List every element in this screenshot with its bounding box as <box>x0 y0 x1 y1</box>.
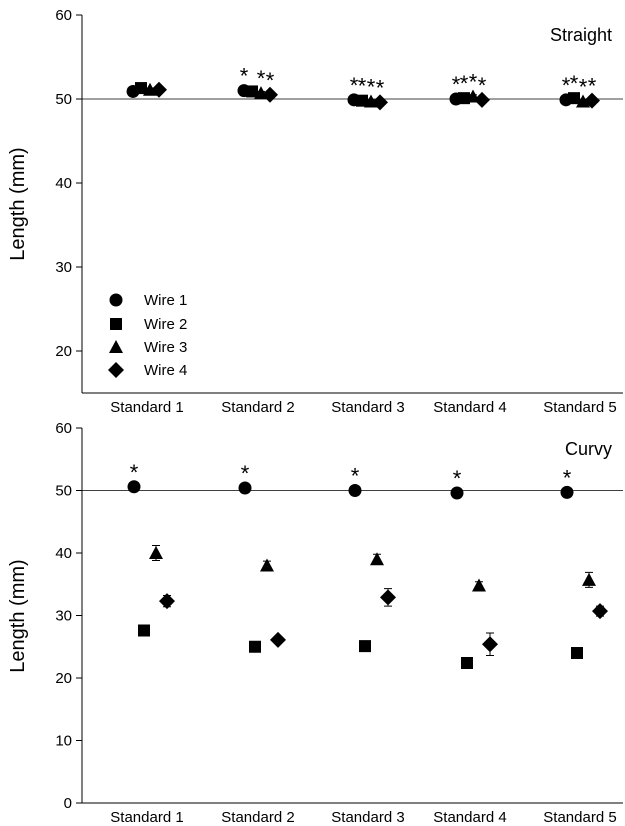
legend-triangle-marker <box>109 340 123 353</box>
x-tick-label: Standard 2 <box>221 809 294 826</box>
significance-star: * <box>453 466 462 491</box>
point-square <box>461 657 473 669</box>
point-triangle <box>576 94 590 108</box>
legend-item-wire-1: Wire 1 <box>109 292 187 309</box>
legend-square-marker <box>110 318 122 330</box>
legend-label: Wire 2 <box>144 316 187 333</box>
significance-star: * <box>469 69 478 94</box>
legend-circle-marker <box>109 293 123 307</box>
y-tick-label: 50 <box>55 483 72 500</box>
significance-star: * <box>570 71 579 96</box>
point-square <box>138 624 150 637</box>
point-diamond <box>584 92 600 109</box>
point-diamond <box>482 636 498 653</box>
point-square <box>246 85 258 98</box>
point-diamond <box>372 94 388 111</box>
point-circle <box>450 486 464 500</box>
x-tick-label: Standard 3 <box>331 809 404 826</box>
y-tick-label: 0 <box>64 795 72 812</box>
significance-star: * <box>563 465 572 490</box>
legend-item-wire-3: Wire 3 <box>109 339 187 356</box>
panel-straight: Straight Length (mm) Wire 1 Wire 2 Wire … <box>7 15 623 394</box>
y-axis-title: Length (mm) <box>7 559 29 672</box>
y-tick-label: 30 <box>55 608 72 625</box>
y-tick-label: 50 <box>55 91 72 108</box>
point-square <box>135 82 147 95</box>
y-tick-label: 40 <box>55 545 72 562</box>
y-tick-label: 20 <box>55 670 72 687</box>
point-circle <box>127 480 141 494</box>
x-tick-label: Standard 1 <box>110 809 183 826</box>
y-tick-label: 60 <box>55 7 72 24</box>
point-circle <box>560 485 574 499</box>
significance-star: * <box>376 75 385 100</box>
point-triangle <box>472 578 486 592</box>
significance-star: * <box>350 73 359 98</box>
significance-star: * <box>588 74 597 99</box>
x-tick-label: Standard 4 <box>433 399 506 416</box>
point-square <box>249 640 261 653</box>
panel-label: Straight <box>550 25 612 45</box>
significance-star: * <box>367 75 376 100</box>
point-square <box>359 640 371 653</box>
x-tick-label: Standard 5 <box>543 399 616 416</box>
y-tick-label: 10 <box>55 733 72 750</box>
point-triangle <box>582 572 596 586</box>
y-tick-label: 60 <box>55 420 72 437</box>
significance-star: * <box>257 66 266 91</box>
chart-marks: 20 30 40 50 60 Standard 1 Standard 2 Standard 3… <box>55 7 623 826</box>
legend-item-wire-2: Wire 2 <box>110 316 187 333</box>
point-diamond <box>592 603 608 620</box>
significance-star: * <box>562 73 571 98</box>
legend-label: Wire 3 <box>144 339 187 356</box>
y-tick-label: 20 <box>55 343 72 360</box>
point-triangle <box>370 552 384 566</box>
significance-star: * <box>351 464 360 489</box>
significance-star: * <box>266 68 275 93</box>
point-diamond <box>380 589 396 606</box>
significance-star: * <box>460 71 469 96</box>
x-tick-label: Standard 4 <box>433 809 506 826</box>
significance-star: * <box>478 73 487 98</box>
y-tick-label: 40 <box>55 175 72 192</box>
legend-label: Wire 1 <box>144 292 187 309</box>
x-tick-label: Standard 5 <box>543 809 616 826</box>
x-tick-label: Standard 3 <box>331 399 404 416</box>
x-tick-label: Standard 2 <box>221 399 294 416</box>
panel-curvy: Curvy Length (mm) <box>7 428 623 804</box>
y-tick-label: 30 <box>55 259 72 276</box>
legend-label: Wire 4 <box>144 362 187 379</box>
point-diamond <box>151 81 167 98</box>
panel-label: Curvy <box>565 439 612 459</box>
point-triangle <box>149 546 163 559</box>
point-square <box>571 647 583 659</box>
significance-star: * <box>240 64 249 89</box>
y-axis-title: Length (mm) <box>7 147 29 260</box>
significance-star: * <box>358 74 367 99</box>
significance-star: * <box>579 75 588 100</box>
panel-1-marks: 0 10 20 30 40 50 60 Standard 1 Standard 2 Standar… <box>55 420 623 826</box>
significance-star: * <box>241 461 250 486</box>
point-diamond <box>474 91 490 108</box>
point-diamond <box>262 86 278 103</box>
significance-star: * <box>130 460 139 485</box>
point-square <box>568 92 580 105</box>
legend: Wire 1 Wire 2 Wire 3 Wire 4 <box>108 292 187 379</box>
point-diamond <box>159 593 175 610</box>
point-circle <box>348 484 362 497</box>
panel-0-marks: 20 30 40 50 60 Standard 1 Standard 2 Standard 3… <box>55 7 623 416</box>
point-diamond <box>270 631 286 648</box>
x-tick-label: Standard 1 <box>110 399 183 416</box>
significance-star: * <box>452 72 461 97</box>
point-triangle <box>260 558 274 572</box>
legend-diamond-marker <box>108 362 124 378</box>
legend-item-wire-4: Wire 4 <box>108 362 187 379</box>
point-triangle <box>143 82 157 96</box>
point-square <box>356 94 368 107</box>
point-circle <box>238 481 252 495</box>
